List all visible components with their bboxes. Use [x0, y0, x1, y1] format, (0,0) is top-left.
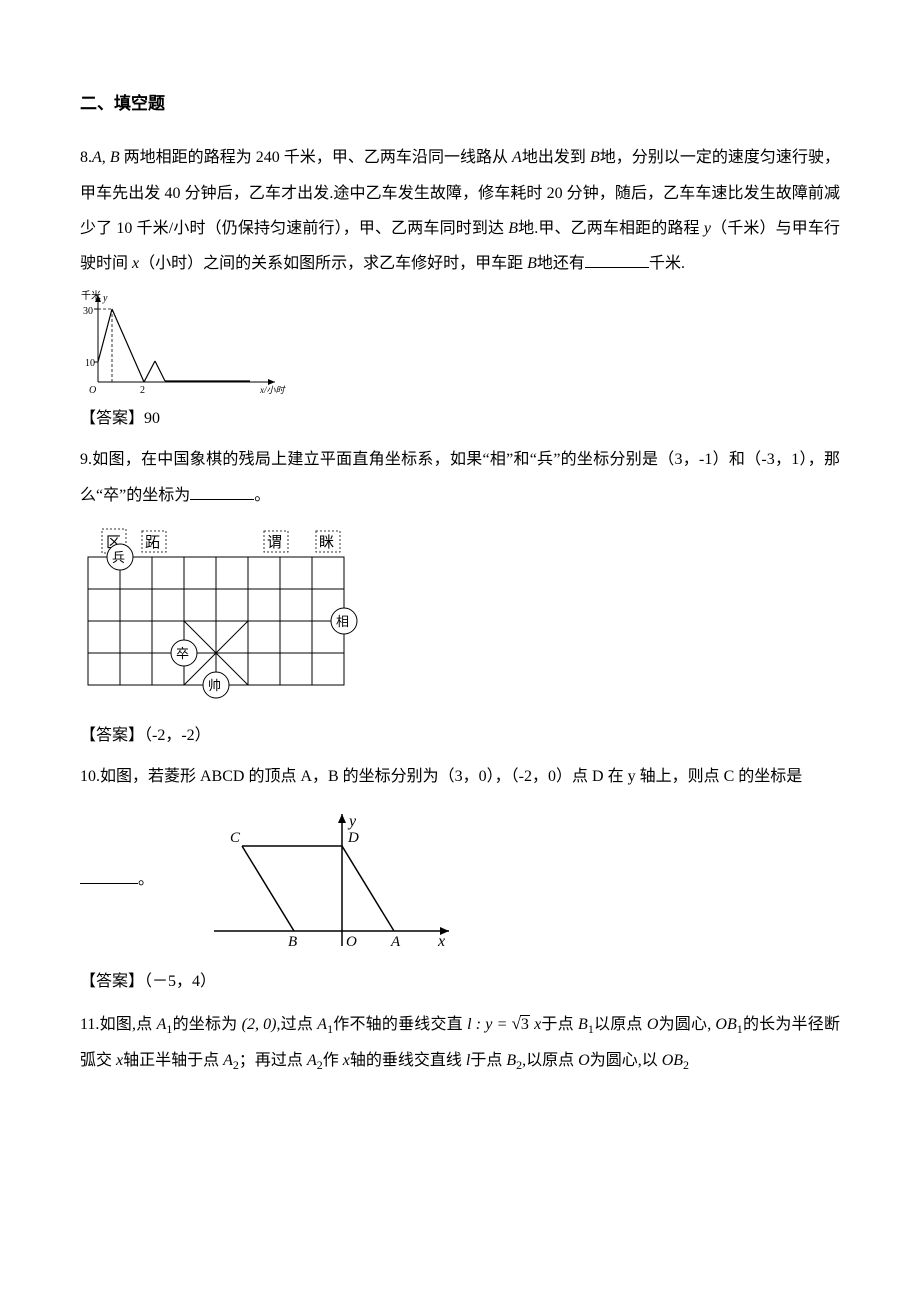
svg-text:O: O — [89, 385, 96, 396]
q8-y: y — [704, 220, 711, 237]
svg-text:D: D — [347, 830, 359, 846]
q8-answer-label: 【答案】 — [80, 410, 144, 427]
q10-answer: 【答案】（－5，4） — [80, 964, 840, 999]
q11-p9: ；再过点 — [239, 1052, 307, 1069]
q8-A2: A — [512, 149, 522, 166]
svg-text:兵: 兵 — [112, 550, 125, 565]
q8-label: 8. — [80, 149, 92, 166]
q11-pre: 如图,点 — [99, 1016, 156, 1033]
section-title: 二、填空题 — [80, 85, 840, 122]
q11-A2a: A — [223, 1052, 233, 1069]
q9-answer: 【答案】（-2，-2） — [80, 718, 840, 753]
q11-coords: (2, 0) — [242, 1016, 277, 1033]
svg-text:眯: 眯 — [319, 534, 334, 551]
q9-body2: 。 — [254, 487, 270, 504]
q8-t4: 地.甲、乙两车相距的路程 — [518, 220, 704, 237]
q8-answer-val: 90 — [144, 410, 160, 427]
q11-O2: O — [578, 1052, 590, 1069]
q10-blank — [80, 868, 138, 884]
q11-arg1: 的坐标为 — [172, 1016, 241, 1033]
svg-text:2: 2 — [140, 385, 145, 396]
q11-p5: 以原点 — [594, 1016, 647, 1033]
q11-OB1: OB — [715, 1016, 736, 1033]
svg-text:10: 10 — [85, 358, 95, 369]
q11-sqrt: 3 — [512, 1005, 530, 1042]
svg-text:谓: 谓 — [267, 534, 282, 551]
q8-chart-svg: 30 10 千米 y 2 O x/小时 — [80, 287, 290, 397]
svg-text:A: A — [390, 934, 401, 950]
svg-text:x/小时: x/小时 — [259, 385, 286, 395]
q11-B1: B — [578, 1016, 588, 1033]
svg-text:跖: 跖 — [145, 535, 160, 551]
q11-label: 11. — [80, 1016, 99, 1033]
question-9: 9.如图，在中国象棋的残局上建立平面直角坐标系，如果“相”和“兵”的坐标分别是（… — [80, 442, 840, 512]
q11-O: O — [647, 1016, 659, 1033]
svg-text:帅: 帅 — [208, 678, 221, 693]
q8-B2: B — [590, 149, 600, 166]
q9-figure: 区 跖 谓 眯 兵 相 — [80, 519, 840, 714]
q8-t6: （小时）之间的关系如图所示，求乙车修好时，甲车距 — [139, 255, 527, 272]
question-10: 10.如图，若菱形 ABCD 的顶点 A，B 的坐标分别为（3，0），（-2，0… — [80, 759, 840, 794]
svg-text:x: x — [437, 933, 445, 950]
q10-answer-label: 【答案】 — [80, 973, 144, 990]
q11-p3: 作不轴的垂线交直 — [333, 1016, 467, 1033]
q11-B2: B — [506, 1052, 516, 1069]
q10-label: 10. — [80, 768, 100, 785]
svg-text:卒: 卒 — [176, 646, 189, 661]
question-8: 8.A, B 两地相距的路程为 240 千米，甲、乙两车沿同一线路从 A地出发到… — [80, 140, 840, 281]
q11-eq: : y = — [472, 1016, 512, 1033]
q8-t1: 两地相距的路程为 240 千米，甲、乙两车沿同一线路从 — [120, 149, 512, 166]
q11-x2: x — [343, 1052, 350, 1069]
q11-A1b: A — [317, 1016, 327, 1033]
q8-t2: 地出发到 — [522, 149, 590, 166]
q9-label: 9. — [80, 451, 92, 468]
q11-p2: ,过点 — [276, 1016, 317, 1033]
q10-svg: y x O A B C D — [194, 806, 464, 956]
q11-A2b: A — [307, 1052, 317, 1069]
svg-text:y: y — [347, 813, 357, 830]
q10-body: 如图，若菱形 ABCD 的顶点 A，B 的坐标分别为（3，0），（-2，0）点 … — [100, 768, 802, 785]
q11-p6: 为圆心, — [658, 1016, 715, 1033]
q11-p12: 于点 — [470, 1052, 506, 1069]
q8-B4: B — [527, 255, 537, 272]
q8-B: B — [110, 149, 120, 166]
svg-text:B: B — [288, 934, 297, 950]
q11-p11: 轴的垂线交直线 — [350, 1052, 466, 1069]
q9-board-svg: 区 跖 谓 眯 兵 相 — [80, 519, 360, 714]
q8-B3: B — [508, 220, 518, 237]
q8-figure: 30 10 千米 y 2 O x/小时 — [80, 287, 840, 397]
q11-A1: A — [157, 1016, 167, 1033]
q11-p10: 作 — [323, 1052, 343, 1069]
q9-answer-label: 【答案】 — [80, 727, 144, 744]
q11-p4: 于点 — [541, 1016, 578, 1033]
svg-text:O: O — [346, 934, 357, 950]
q11-OB2: OB — [662, 1052, 683, 1069]
q11-exprx: x — [530, 1016, 541, 1033]
q8-t7: 地还有 — [537, 255, 585, 272]
svg-text:30: 30 — [83, 306, 93, 317]
svg-text:C: C — [230, 830, 241, 846]
q10-answer-val: （－5，4） — [144, 973, 216, 990]
q8-A: A — [92, 149, 102, 166]
q11-p14: 为圆心,以 — [590, 1052, 662, 1069]
svg-text:相: 相 — [336, 614, 349, 629]
q10-body2: 。 — [138, 871, 154, 888]
svg-text:千米: 千米 — [81, 289, 101, 302]
question-11: 11.如图,点 A1的坐标为 (2, 0),过点 A1作不轴的垂线交直 l : … — [80, 1005, 840, 1078]
q8-answer: 【答案】90 — [80, 401, 840, 436]
q9-answer-val: （-2，-2） — [144, 727, 211, 744]
q8-t8: 千米. — [649, 255, 685, 272]
q10-row: 。 y x O A B C D — [80, 800, 840, 960]
q9-blank — [190, 484, 254, 500]
svg-text:y: y — [102, 293, 108, 304]
q8-blank — [585, 252, 649, 268]
q10-figure: y x O A B C D — [194, 806, 464, 956]
q11-p8: 轴正半轴于点 — [123, 1052, 223, 1069]
q11-p13: ,以原点 — [522, 1052, 578, 1069]
